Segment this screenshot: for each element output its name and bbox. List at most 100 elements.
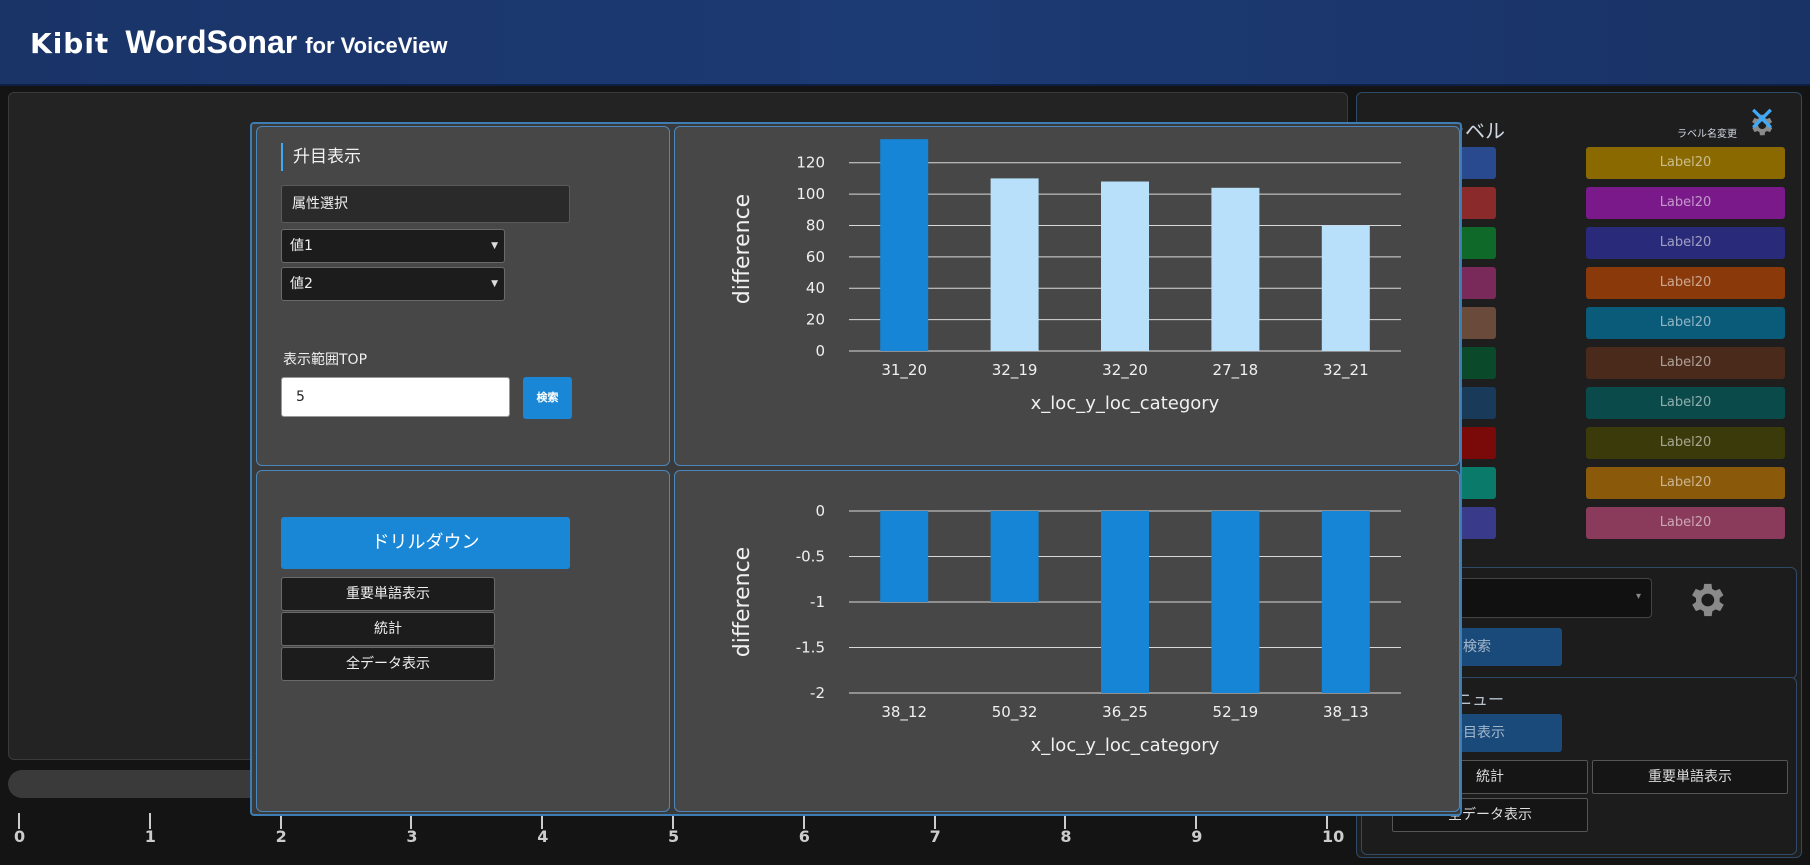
x-tick-label: 27_18: [1213, 361, 1259, 380]
action-panel: ドリルダウン 重要単語表示 統計 全データ表示: [256, 470, 670, 812]
caret-down-icon: ▼: [491, 279, 498, 289]
all-data-button[interactable]: 全データ表示: [281, 647, 495, 681]
ruler-tick-label: 4: [537, 827, 549, 846]
bar: [990, 511, 1039, 602]
rename-label-text[interactable]: ラベル名変更: [1677, 129, 1737, 140]
label-chip[interactable]: Label20: [1586, 267, 1785, 299]
ruler-tick-label: 8: [1060, 827, 1072, 846]
top-difference-bar-chart: 0 20 40 60 80 100 120 31_20 32_19 32_20 27_18 32_21…: [730, 139, 1401, 414]
label-chip[interactable]: Label20: [1586, 187, 1785, 219]
x-tick-label: 32_20: [1102, 361, 1148, 380]
menu-section-title: ニュー: [1456, 690, 1505, 709]
x-tick-label: 52_19: [1213, 703, 1259, 722]
x-axis-label: x_loc_y_loc_category: [1031, 393, 1220, 414]
bar: [1211, 511, 1260, 693]
ruler-tick: [672, 813, 674, 829]
ruler-tick: [933, 813, 936, 829]
x-axis-label: x_loc_y_loc_category: [1031, 735, 1220, 756]
label-chip[interactable]: Label20: [1586, 507, 1785, 539]
x-tick-label: 32_19: [992, 361, 1038, 380]
x-tick-label: 31_20: [881, 361, 927, 380]
attribute-select-box[interactable]: 属性選択: [281, 185, 570, 223]
chevron-down-icon: ▾: [1635, 591, 1641, 602]
y-tick-label: 60: [806, 248, 825, 266]
value1-label: 値1: [290, 238, 313, 254]
x-tick-label: 38_12: [881, 703, 927, 722]
label-chip[interactable]: Label20: [1586, 147, 1785, 179]
label-chip[interactable]: Label20: [1586, 307, 1785, 339]
x-tick-label: 36_25: [1102, 703, 1148, 722]
drilldown-button[interactable]: ドリルダウン: [281, 517, 570, 569]
label-chip[interactable]: Label20: [1586, 467, 1785, 499]
bar: [990, 178, 1039, 351]
ruler-tick: [279, 813, 282, 829]
search-button[interactable]: 検索: [523, 377, 572, 419]
grid-display-modal: 升目表示 属性選択 値1 ▼ 値2 ▼ 表示範囲TOP 検索 ドリルダウン 重要…: [250, 122, 1462, 816]
y-axis-label: difference: [730, 547, 755, 657]
close-icon[interactable]: ✕: [1747, 100, 1777, 140]
value2-dropdown[interactable]: 値2 ▼: [281, 267, 505, 301]
bottom-difference-bar-chart: 0 -0.5 -1 -1.5 -2 38_12 50_32 36_25 52_19 38_13 x_…: [730, 502, 1401, 756]
label-chip[interactable]: Label20: [1586, 347, 1785, 379]
ruler-tick-label: 2: [275, 827, 287, 846]
y-tick-label: 0: [815, 502, 825, 520]
timeline-ruler: 0 1 2 3 4 5 6 7 8 9 10: [0, 805, 1350, 865]
panel-title: 升目表示: [281, 143, 361, 171]
y-tick-label: 100: [796, 185, 825, 203]
range-label: 表示範囲TOP: [283, 352, 368, 368]
stats-button[interactable]: 統計: [281, 612, 495, 646]
ruler-tick: [410, 813, 413, 829]
y-tick-label: 80: [806, 216, 825, 234]
important-words-menu-button[interactable]: 重要単語表示: [1592, 760, 1788, 794]
label-chip[interactable]: Label20: [1586, 427, 1785, 459]
bar: [1321, 225, 1370, 351]
ruler-tick-label: 5: [668, 827, 680, 846]
ruler-tick-label: 0: [14, 827, 26, 846]
y-tick-label: 120: [796, 154, 825, 172]
ruler-tick-label: 1: [144, 827, 156, 846]
label-chip[interactable]: Label20: [1586, 387, 1785, 419]
x-tick-label: 38_13: [1323, 703, 1369, 722]
app-title: WordSonar: [125, 24, 298, 60]
ruler-tick: [18, 813, 20, 829]
filter-panel: 升目表示 属性選択 値1 ▼ 値2 ▼ 表示範囲TOP 検索: [256, 126, 670, 466]
y-tick-label: -1.5: [796, 639, 825, 657]
value2-label: 値2: [290, 276, 313, 292]
y-tick-label: 40: [806, 279, 825, 297]
caret-down-icon: ▼: [491, 241, 498, 251]
bar: [1101, 511, 1149, 693]
bar: [1101, 181, 1149, 351]
ruler-tick-label: 10: [1322, 827, 1345, 846]
ruler-tick: [1064, 813, 1067, 829]
label-chip[interactable]: Label20: [1586, 227, 1785, 259]
ruler-tick: [148, 813, 151, 829]
top-range-input[interactable]: [281, 377, 510, 417]
ruler-tick-label: 9: [1191, 827, 1203, 846]
ruler-tick: [802, 813, 805, 829]
y-tick-label: 0: [815, 342, 825, 360]
top-chart-panel: 0 20 40 60 80 100 120 31_20 32_19 32_20 27_18 32_21…: [674, 126, 1460, 466]
bar: [880, 511, 929, 602]
gear-icon[interactable]: [1747, 111, 1775, 139]
ruler-tick-label: 3: [406, 827, 418, 846]
x-tick-label: 50_32: [992, 703, 1038, 722]
bar: [1321, 511, 1370, 693]
ruler-tick: [1195, 813, 1198, 829]
bottom-chart-panel: 0 -0.5 -1 -1.5 -2 38_12 50_32 36_25 52_19 38_13 x_…: [674, 470, 1460, 812]
kibit-logo-mark: Kibit: [30, 27, 110, 60]
ruler-tick-label: 6: [798, 827, 810, 846]
important-words-button[interactable]: 重要単語表示: [281, 577, 495, 611]
x-tick-label: 32_21: [1323, 361, 1369, 380]
value1-dropdown[interactable]: 値1 ▼: [281, 229, 505, 263]
y-tick-label: -0.5: [796, 548, 825, 566]
settings-gear-icon[interactable]: [1684, 578, 1728, 622]
y-tick-label: -1: [810, 593, 825, 611]
bar: [1211, 187, 1260, 351]
ruler-tick-label: 7: [929, 827, 941, 846]
ruler-tick: [541, 813, 544, 829]
bar: [880, 139, 929, 351]
app-logo: Kibit WordSonar for VoiceView: [30, 24, 447, 64]
ruler-tick: [1326, 813, 1328, 829]
app-subtitle: for VoiceView: [305, 33, 448, 58]
y-tick-label: -2: [810, 684, 825, 702]
